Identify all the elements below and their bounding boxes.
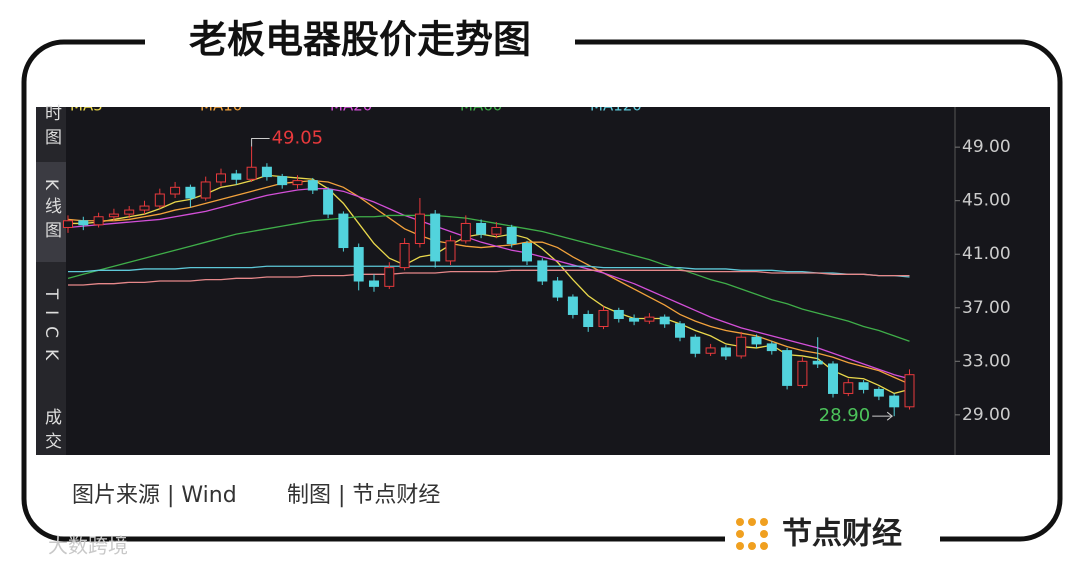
candle-body <box>613 309 624 319</box>
candle-body <box>307 180 318 191</box>
ma-line <box>67 179 910 385</box>
side-tab: TICK <box>41 288 61 371</box>
candle-body <box>766 343 777 352</box>
candle-body <box>445 240 456 262</box>
y-tick-label: 49.00 <box>962 137 1011 157</box>
legend-entry: MA20 <box>330 97 372 115</box>
legend-entry: MA5 <box>70 97 103 115</box>
candle-body <box>675 323 685 338</box>
legend-entry: MA60 <box>460 97 502 115</box>
candle-body <box>476 222 487 235</box>
candle-body <box>522 243 532 262</box>
credit: 制图 | 节点财经 <box>287 483 440 508</box>
candle-body <box>353 247 364 282</box>
candle-body <box>751 336 762 345</box>
candle-body <box>904 374 915 408</box>
candle-body <box>659 316 670 325</box>
candle-body <box>598 309 609 328</box>
candle-body <box>63 220 73 228</box>
candle-body <box>736 336 747 357</box>
side-tab: 时图 <box>41 104 61 152</box>
candle-body <box>583 313 594 328</box>
candle-body <box>124 209 135 215</box>
candle-body <box>216 173 226 183</box>
candle-body <box>338 213 349 249</box>
candle-body <box>644 316 655 322</box>
y-tick-label: 41.00 <box>962 244 1011 264</box>
y-tick-label: 45.00 <box>962 191 1011 211</box>
ma-line <box>68 269 910 286</box>
title-bg <box>145 18 575 66</box>
active-tab <box>36 162 66 262</box>
min-label: 28.90 <box>819 405 871 426</box>
candle-body <box>506 226 517 245</box>
max-label: 49.05 <box>272 127 324 148</box>
candle-body <box>399 243 410 269</box>
max-pointer <box>251 137 270 147</box>
candle-body <box>552 280 563 298</box>
candle-body <box>843 382 854 394</box>
candle-body <box>170 186 181 195</box>
candle-body <box>828 363 838 394</box>
candle-body <box>460 222 471 242</box>
candle-body <box>720 347 731 357</box>
candle-body <box>690 336 701 354</box>
source: 图片来源 | Wind <box>72 483 237 508</box>
candle-body <box>246 166 257 180</box>
ma-line <box>68 265 910 278</box>
plot: MA5 MA10 MA20 MA60 MA120 49.05 28.90 <box>63 97 915 426</box>
candle-body <box>491 226 502 235</box>
candle-body <box>797 360 808 386</box>
candle-body <box>369 280 379 287</box>
legend-entry: MA10 <box>200 97 242 115</box>
candle-body <box>384 267 395 287</box>
legend-entry: MA120 <box>590 97 642 115</box>
candle-body <box>108 213 119 218</box>
logo-text: 节点财经 <box>782 517 902 552</box>
candle-body <box>185 186 196 199</box>
candle-body <box>812 360 823 365</box>
candle-body <box>889 395 900 408</box>
candle-body <box>567 296 578 315</box>
candle-body <box>277 176 288 186</box>
chart-title: 老板电器股价走势图 <box>189 18 531 62</box>
candle-body <box>858 382 869 390</box>
candle-body <box>93 216 104 226</box>
candle-body <box>782 350 793 386</box>
candle-body <box>537 260 548 282</box>
side-tabs <box>36 107 66 455</box>
candle-body <box>292 180 303 186</box>
y-tick-label: 33.00 <box>962 351 1011 371</box>
candle-body <box>629 317 640 322</box>
candle-body <box>705 347 716 354</box>
candle-body <box>261 166 272 178</box>
logo-icon <box>736 518 768 550</box>
min-pointer <box>872 411 894 421</box>
candle-body <box>78 220 89 226</box>
candle-body <box>873 388 884 397</box>
candle-body <box>154 193 165 207</box>
y-tick-label: 29.00 <box>962 405 1011 425</box>
candle-body <box>200 181 211 199</box>
y-tick-label: 37.00 <box>962 298 1011 318</box>
candle-body <box>323 189 334 215</box>
candle-body <box>430 213 441 262</box>
candle-body <box>231 173 242 180</box>
ma-line <box>67 187 910 380</box>
side-tab: 成交 <box>41 408 62 456</box>
ma-line <box>67 214 910 342</box>
watermark: 大数跨境 <box>48 534 128 558</box>
side-tab: K线图 <box>41 179 62 245</box>
candle-body <box>414 213 425 245</box>
candle-body <box>139 205 150 211</box>
